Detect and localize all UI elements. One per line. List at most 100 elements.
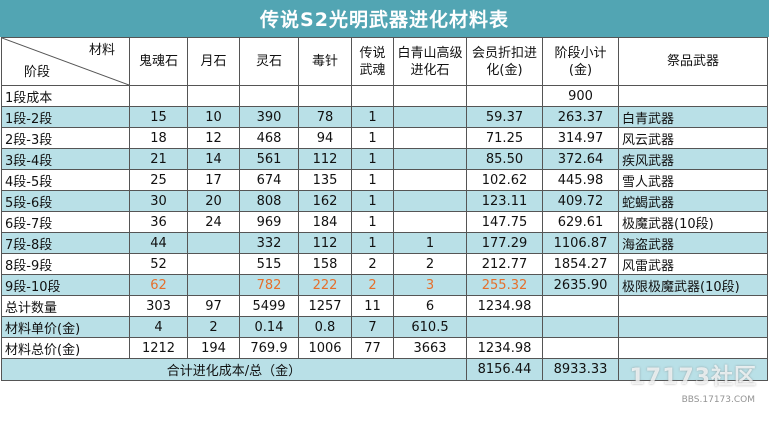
value-cell: 44 [129,232,188,254]
value-cell: 25 [129,169,188,191]
value-cell: 147.75 [466,211,543,233]
value-cell: 372.64 [542,148,619,170]
table-row: 5段-6段 30 20 808 162 1 123.11 409.72 蛇蝎武器 [1,190,768,212]
value-cell: 1257 [298,295,352,317]
value-cell [187,274,240,296]
value-cell: 102.62 [466,169,543,191]
value-cell: 17 [187,169,240,191]
value-cell: 629.61 [542,211,619,233]
value-cell: 21 [129,148,188,170]
value-cell [351,85,394,107]
table-row: 2段-3段 18 12 468 94 1 71.25 314.97 风云武器 [1,127,768,149]
stage-cell: 1段成本 [1,85,130,107]
value-cell: 184 [298,211,352,233]
header-row: 材料 阶段 鬼魂石 月石 灵石 毒针 传说武魂 白青山高级进化石 会员折扣进化(… [1,37,768,86]
value-cell: 62 [129,274,188,296]
value-cell: 77 [351,337,394,359]
value-cell: 10 [187,106,240,128]
value-cell [393,127,467,149]
value-cell: 1 [351,106,394,128]
value-cell: 222 [298,274,352,296]
value-cell: 177.29 [466,232,543,254]
value-cell: 194 [187,337,240,359]
value-cell [466,316,543,338]
value-cell: 1 [351,211,394,233]
table-row: 材料单价(金) 4 2 0.14 0.8 7 610.5 [1,316,768,338]
value-cell: 52 [129,253,188,275]
value-cell [542,316,619,338]
value-cell: 12 [187,127,240,149]
value-cell: 263.37 [542,106,619,128]
value-cell [618,295,768,317]
value-cell: 468 [239,127,299,149]
value-cell: 97 [187,295,240,317]
stage-cell: 6段-7段 [1,211,130,233]
value-cell: 风云武器 [618,127,768,149]
value-cell: 2 [351,274,394,296]
value-cell: 2 [351,253,394,275]
value-cell: 123.11 [466,190,543,212]
value-cell: 疾风武器 [618,148,768,170]
value-cell: 15 [129,106,188,128]
value-cell: 1 [351,148,394,170]
watermark-url: BBS.17173.COM [681,395,755,405]
value-cell: 969 [239,211,299,233]
stage-cell: 4段-5段 [1,169,130,191]
value-cell: 1 [393,232,467,254]
value-cell [393,169,467,191]
value-cell: 36 [129,211,188,233]
table-row: 6段-7段 36 24 969 184 1 147.75 629.61 极魔武器(10段) [1,211,768,233]
value-cell [298,85,352,107]
column-header: 阶段小计(金) [542,37,619,86]
value-cell: 3663 [393,337,467,359]
value-cell: 极限极魔武器(10段) [618,274,768,296]
evolution-materials-table: 材料 阶段 鬼魂石 月石 灵石 毒针 传说武魂 白青山高级进化石 会员折扣进化(… [1,37,768,381]
value-cell: 59.37 [466,106,543,128]
total-empty-cell [618,358,768,381]
value-cell: 900 [542,85,619,107]
table-row: 1段成本 900 [1,85,768,107]
value-cell: 135 [298,169,352,191]
table-row: 8段-9段 52 515 158 2 2 212.77 1854.27 风雷武器 [1,253,768,275]
value-cell: 255.32 [466,274,543,296]
column-header: 传说武魂 [351,37,394,86]
value-cell [542,295,619,317]
table-row: 9段-10段 62 782 222 2 3 255.32 2635.90 极限极魔武器(10段) [1,274,768,296]
value-cell: 20 [187,190,240,212]
value-cell: 303 [129,295,188,317]
column-header: 白青山高级进化石 [393,37,467,86]
value-cell [542,337,619,359]
value-cell: 409.72 [542,190,619,212]
value-cell: 1234.98 [466,295,543,317]
value-cell [129,85,188,107]
stage-cell: 3段-4段 [1,148,130,170]
total-label: 合计进化成本/总（金） [1,358,467,381]
stage-cell: 7段-8段 [1,232,130,254]
table-row: 3段-4段 21 14 561 112 1 85.50 372.64 疾风武器 [1,148,768,170]
value-cell [393,148,467,170]
value-cell [393,211,467,233]
value-cell: 30 [129,190,188,212]
value-cell: 390 [239,106,299,128]
value-cell: 4 [129,316,188,338]
diagonal-line [2,38,129,85]
value-cell [239,85,299,107]
column-header: 灵石 [239,37,299,86]
value-cell: 7 [351,316,394,338]
value-cell: 561 [239,148,299,170]
table-row: 总计数量 303 97 5499 1257 11 6 1234.98 [1,295,768,317]
value-cell: 212.77 [466,253,543,275]
stage-cell: 1段-2段 [1,106,130,128]
column-header: 毒针 [298,37,352,86]
value-cell [466,85,543,107]
column-header: 祭品武器 [618,37,768,86]
column-header: 月石 [187,37,240,86]
value-cell: 515 [239,253,299,275]
value-cell: 6 [393,295,467,317]
value-cell [618,337,768,359]
value-cell: 白青武器 [618,106,768,128]
value-cell: 18 [129,127,188,149]
table-row: 1段-2段 15 10 390 78 1 59.37 263.37 白青武器 [1,106,768,128]
value-cell: 769.9 [239,337,299,359]
value-cell [187,85,240,107]
